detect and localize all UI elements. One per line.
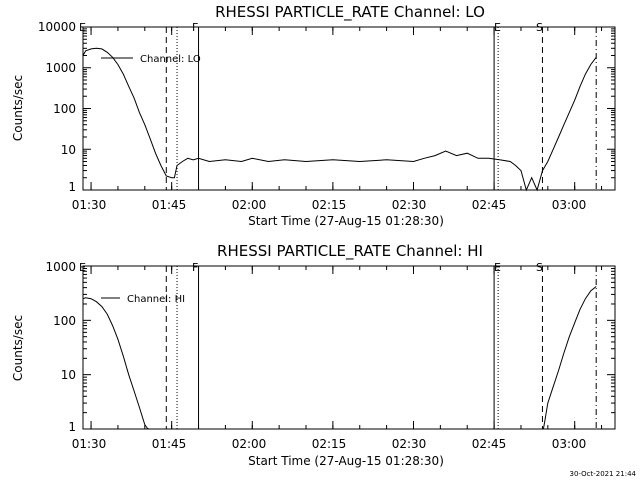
y-tick-label: 1 [68, 420, 76, 434]
x-tick-label: 02:00 [232, 198, 267, 212]
panel-lo: RHESSI PARTICLE_RATE Channel: LO 1 10 10… [11, 3, 616, 228]
x-tick-label: 02:00 [232, 437, 267, 451]
render-timestamp: 30-Oct-2021 21:44 [570, 470, 637, 478]
series-line [82, 47, 597, 192]
x-tick-label: 03:00 [552, 198, 587, 212]
y-tick-label: 100 [53, 314, 76, 328]
marker-label-s: S [536, 21, 543, 34]
y-tick-label: 1000 [45, 260, 76, 274]
marker-label-e: E [494, 261, 501, 274]
y-axis-label-lo: Counts/sec [11, 75, 25, 141]
x-tick-label: 02:45 [472, 437, 507, 451]
x-tick-labels-hi: 01:30 01:45 02:00 02:15 02:30 02:45 03:0… [72, 437, 587, 451]
y-tick-label: 10000 [38, 20, 76, 34]
y-tick-labels-lo: 1 10 100 1000 10000 [38, 20, 76, 194]
y-tick-label: 10 [61, 143, 76, 157]
y-tick-label: 1000 [45, 61, 76, 75]
x-axis-label-lo: Start Time (27-Aug-15 01:28:30) [248, 214, 444, 228]
chart-title-lo: RHESSI PARTICLE_RATE Channel: LO [215, 3, 485, 22]
y-tick-label: 10 [61, 368, 76, 382]
y-tick-label: 1 [68, 180, 76, 194]
x-tick-label: 02:15 [312, 437, 347, 451]
series-line [82, 286, 597, 430]
x-tick-label: 01:30 [72, 437, 107, 451]
x-tick-label: 02:30 [392, 198, 427, 212]
x-tick-label: 01:45 [152, 437, 187, 451]
x-tick-label: 02:30 [392, 437, 427, 451]
y-tick-label: 100 [53, 102, 76, 116]
x-tick-labels-lo: 01:30 01:45 02:00 02:15 02:30 02:45 03:0… [72, 198, 587, 212]
marker-label-f: F [192, 21, 198, 34]
legend-label-hi: Channel: HI [127, 294, 185, 305]
x-tick-label: 02:15 [312, 198, 347, 212]
plot-frame-hi [82, 265, 616, 430]
chart-title-hi: RHESSI PARTICLE_RATE Channel: HI [217, 242, 483, 261]
marker-label-f: F [192, 261, 198, 274]
x-tick-label: 03:00 [552, 437, 587, 451]
legend-label-lo: Channel: LO [140, 54, 201, 65]
x-tick-label: 02:45 [472, 198, 507, 212]
x-axis-label-hi: Start Time (27-Aug-15 01:28:30) [248, 454, 444, 468]
marker-label-e: E [494, 21, 501, 34]
x-tick-label: 01:30 [72, 198, 107, 212]
y-tick-labels-hi: 1 10 100 1000 [45, 260, 76, 434]
x-tick-label: 01:45 [152, 198, 187, 212]
plot-frame-lo [82, 26, 616, 191]
panel-hi: RHESSI PARTICLE_RATE Channel: HI 1 10 10… [11, 242, 616, 468]
marker-label-s: S [536, 261, 543, 274]
y-axis-label-hi: Counts/sec [11, 315, 25, 381]
